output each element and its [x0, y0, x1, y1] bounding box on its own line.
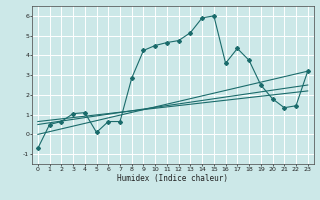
X-axis label: Humidex (Indice chaleur): Humidex (Indice chaleur) [117, 174, 228, 183]
